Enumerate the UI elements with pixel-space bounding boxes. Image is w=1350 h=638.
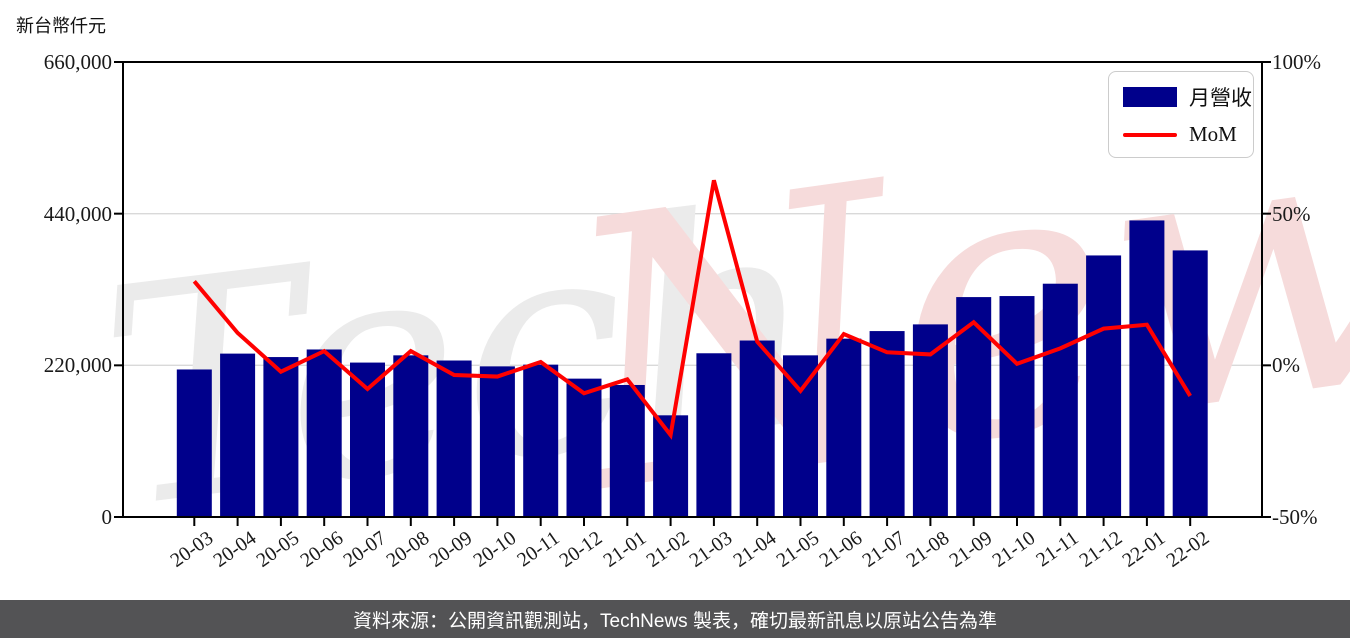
- revenue-bar-20-05: [263, 357, 299, 517]
- revenue-bar-21-12: [1086, 255, 1122, 517]
- revenue-bar-22-01: [1129, 220, 1165, 517]
- revenue-bar-21-01: [609, 384, 645, 517]
- y-left-tick-label: 220,000: [43, 353, 112, 378]
- revenue-bar-21-06: [826, 338, 862, 517]
- revenue-bar-20-07: [350, 362, 385, 517]
- legend-row-mom: MoM: [1123, 122, 1253, 147]
- revenue-bar-20-04: [220, 353, 256, 517]
- revenue-legend-label: 月營收: [1189, 86, 1252, 110]
- revenue-bar-20-12: [566, 378, 602, 517]
- revenue-bar-21-10: [999, 296, 1035, 517]
- chart-area: 新台幣仟元 Tech News 0 220,000 440,000 660,000 -50…: [16, 5, 1350, 578]
- revenue-bar-20-10: [479, 366, 515, 517]
- revenue-bar-22-02: [1172, 250, 1208, 517]
- mom-line: [192, 179, 1192, 440]
- mom-line-swatch: [1123, 132, 1177, 137]
- revenue-bar-20-11: [523, 364, 559, 517]
- plot-border: [122, 61, 1263, 518]
- y-right-tick-label: 100%: [1272, 50, 1321, 74]
- y-left-tick-label: 440,000: [43, 201, 112, 226]
- y-left-tick-label: 0: [101, 505, 113, 529]
- revenue-bar-21-11: [1042, 283, 1078, 517]
- revenue-bar-swatch: [1123, 87, 1177, 107]
- revenue-bar-20-09: [436, 360, 472, 517]
- revenue-bar-21-05: [783, 355, 818, 517]
- revenue-bar-20-03: [176, 369, 212, 517]
- revenue-bar-21-04: [739, 340, 775, 517]
- revenue-bar-21-08: [912, 324, 948, 517]
- revenue-bar-21-07: [869, 331, 905, 517]
- revenue-bar-20-06: [306, 349, 342, 517]
- revenue-bar-21-03: [696, 353, 732, 517]
- y-right-tick-label: 0%: [1272, 353, 1300, 378]
- y-right-tick-label: 50%: [1272, 201, 1311, 226]
- y-right-tick-label: -50%: [1272, 505, 1318, 529]
- legend: 月營收 MoM: [1108, 71, 1254, 158]
- legend-row-revenue: 月營收: [1123, 82, 1253, 112]
- mom-legend-label: MoM: [1189, 122, 1237, 146]
- y-left-tick-label: 660,000: [43, 50, 112, 74]
- revenue-bar-20-08: [393, 355, 429, 517]
- source-footer: 資料來源：公開資訊觀測站，TechNews 製表，確切最新訊息以原站公告為準: [0, 600, 1350, 638]
- y-axis-unit-label: 新台幣仟元: [16, 16, 106, 36]
